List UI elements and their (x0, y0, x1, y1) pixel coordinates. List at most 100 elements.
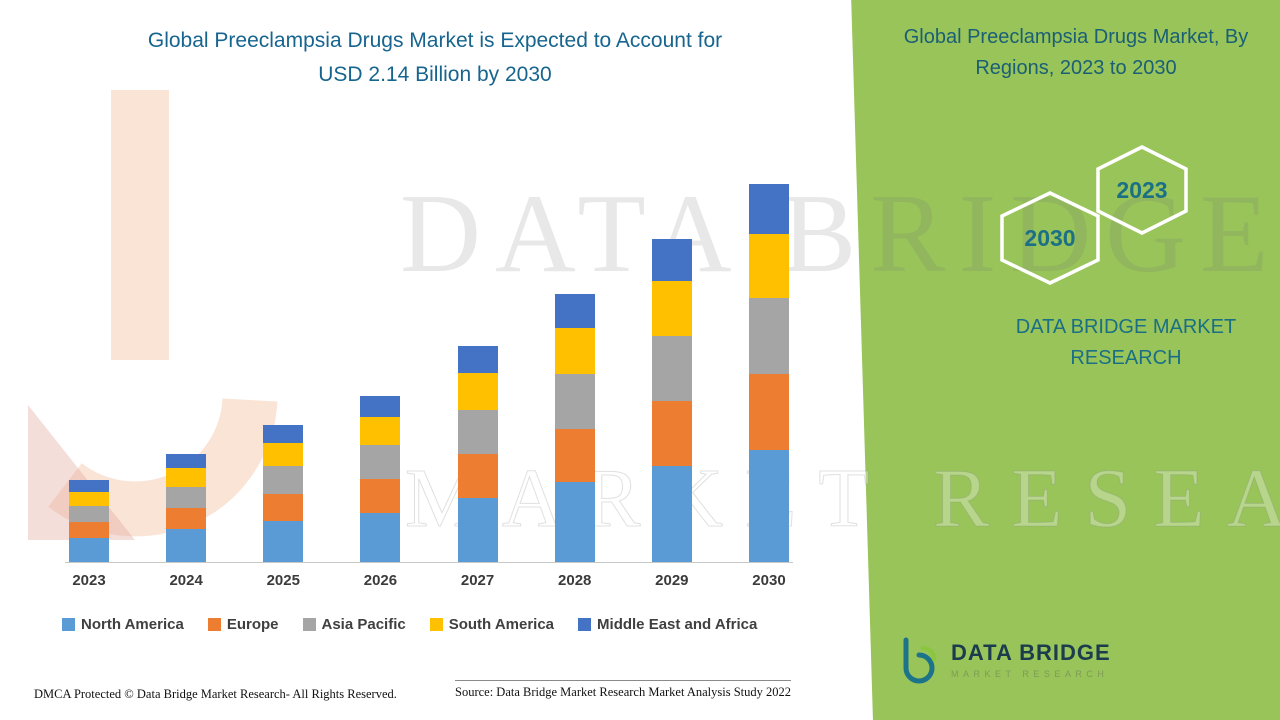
legend-label: North America (81, 616, 184, 633)
legend-item: Middle East and Africa (578, 616, 757, 633)
watermark-databridge: DATA BRIDGE (400, 172, 1280, 296)
x-axis-label: 2024 (169, 572, 203, 589)
legend-item: North America (62, 616, 184, 633)
bar-segment (360, 479, 401, 513)
bar-segment (263, 425, 304, 443)
legend-item: South America (429, 616, 555, 633)
bar-stack (360, 396, 401, 563)
bar-segment (166, 508, 207, 529)
legend-swatch (429, 618, 443, 631)
bar-segment (651, 281, 692, 336)
dmca-notice: DMCA Protected © Data Bridge Market Rese… (34, 687, 397, 701)
bar-segment (457, 498, 498, 563)
bar-segment (651, 336, 692, 401)
bar-column: 2030 (748, 184, 789, 594)
bar-column: 2025 (263, 425, 304, 594)
bar-segment (69, 522, 109, 538)
bar-segment (263, 443, 304, 466)
bar-segment (263, 466, 304, 494)
bar-segment (457, 454, 498, 498)
bar-segment (651, 466, 692, 563)
panel-brand-text: DATA BRIDGE MARKET RESEARCH (1015, 316, 1237, 369)
bar-segment (748, 234, 789, 298)
bar-stack (166, 454, 207, 563)
bar-segment (457, 410, 498, 454)
legend-item: Asia Pacific (302, 616, 406, 633)
legend-swatch (302, 618, 316, 631)
legend-label: Europe (226, 616, 279, 633)
bar-segment (69, 492, 109, 506)
legend-swatch (578, 618, 592, 631)
bar-segment (69, 480, 109, 492)
bar-column: 2023 (69, 480, 109, 594)
bar-column: 2027 (457, 346, 498, 594)
bar-segment (69, 538, 109, 563)
bar-column: 2024 (166, 454, 207, 594)
x-axis-label: 2023 (72, 572, 106, 589)
bar-segment (360, 396, 401, 417)
hexagon-2030-label: 2030 (1024, 224, 1076, 251)
legend-item: Europe (207, 616, 279, 633)
legend: North America Europe Asia Pacific South Ame… (62, 616, 757, 633)
bar-segment (166, 468, 207, 487)
bar-stack (651, 239, 692, 563)
x-axis-label: 2030 (752, 572, 786, 589)
bar-chart: 2023 2024 2025 2026 2027 2028 2029 2030 (55, 172, 803, 594)
bar-segment (554, 374, 595, 429)
source-note: Source: Data Bridge Market Research Mark… (455, 680, 792, 700)
bar-segment (69, 506, 109, 522)
bar-segment (166, 529, 207, 563)
databridge-logo: DATA BRIDGE MARKET RESEARCH (893, 636, 1111, 684)
bar-segment (554, 294, 595, 328)
logo-subtitle: MARKET RESEARCH (951, 669, 1109, 680)
bar-segment (748, 298, 789, 374)
bar-segment (748, 450, 789, 563)
x-axis-label: 2025 (266, 572, 300, 589)
chart-title-line1: Global Preeclampsia Drugs Market is Expe… (147, 29, 723, 52)
hexagon-2023: 2023 (1092, 144, 1192, 236)
bar-stack (69, 480, 109, 563)
bar-segment (457, 373, 498, 410)
x-axis-label: 2029 (655, 572, 689, 589)
bar-column: 2028 (554, 294, 595, 594)
bar-column: 2029 (651, 239, 692, 594)
bar-segment (554, 429, 595, 482)
hexagon-2023-label: 2023 (1116, 176, 1168, 203)
bar-segment (263, 521, 304, 563)
bar-stack (554, 294, 595, 563)
bar-segment (748, 184, 789, 234)
bar-segment (166, 454, 207, 468)
bar-segment (554, 482, 595, 563)
legend-swatch (207, 618, 221, 631)
legend-label: Asia Pacific (321, 616, 406, 633)
bar-column: 2026 (360, 396, 401, 594)
x-axis-label: 2027 (460, 572, 495, 589)
bar-segment (360, 445, 401, 479)
bar-stack (748, 184, 789, 563)
bar-stack (263, 425, 304, 563)
watermark-marketresearch: MARKET RESEARCH (405, 452, 1280, 546)
chart-title: Global Preeclampsia Drugs Market is Expe… (60, 24, 810, 91)
x-axis-line (65, 562, 793, 563)
legend-label: Middle East and Africa (597, 616, 758, 633)
x-axis-label: 2028 (558, 572, 592, 589)
bar-stack (457, 346, 498, 563)
chart-title-line2: USD 2.14 Billion by 2030 (318, 62, 552, 86)
bar-segment (263, 494, 304, 521)
bar-segment (554, 328, 595, 374)
bar-segment (457, 346, 498, 373)
hexagon-2030: 2030 (995, 190, 1105, 286)
bar-segment (651, 239, 692, 281)
legend-label: South America (448, 616, 555, 633)
x-axis-label: 2026 (363, 572, 398, 589)
bar-segment (748, 374, 789, 450)
databridge-logo-icon (903, 637, 937, 684)
bar-segment (166, 487, 207, 508)
panel-title: Global Preeclampsia Drugs Market, By Reg… (903, 26, 1249, 79)
legend-swatch (62, 618, 75, 631)
logo-name: DATA BRIDGE (951, 639, 1111, 665)
bar-segment (360, 417, 401, 445)
bar-segment (651, 401, 692, 466)
